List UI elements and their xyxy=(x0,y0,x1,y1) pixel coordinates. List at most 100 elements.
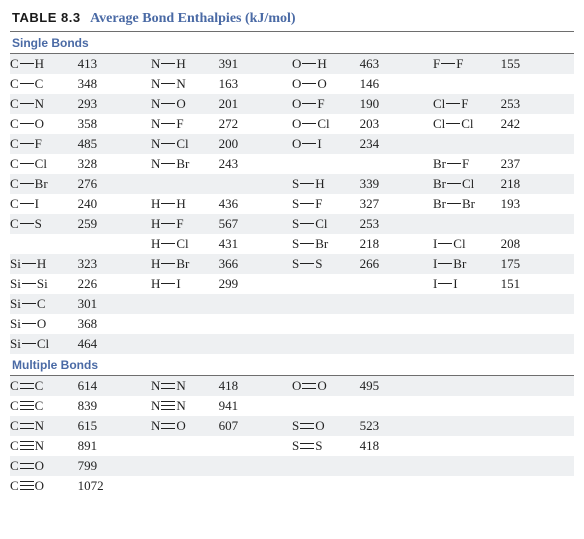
bond-value: 266 xyxy=(360,254,433,274)
bond-value: 201 xyxy=(219,94,292,114)
bond-label: NN xyxy=(151,396,219,416)
bond-value: 485 xyxy=(78,134,151,154)
single-bond-icon xyxy=(302,63,316,64)
bond-value xyxy=(501,334,574,354)
bond-value: 615 xyxy=(78,416,151,436)
data-grid: CC614NN418OO495CC839NN941CN615NO607SO523… xyxy=(10,376,574,496)
bond-label: CS xyxy=(10,214,78,234)
table-row: CN891SS418 xyxy=(10,436,574,456)
single-bond-icon xyxy=(20,163,34,164)
bond-label xyxy=(151,174,219,194)
bond-value xyxy=(501,314,574,334)
triple-bond-icon xyxy=(20,481,34,490)
bond-value: 293 xyxy=(78,94,151,114)
bond-value: 418 xyxy=(219,376,292,396)
bond-value: 203 xyxy=(360,114,433,134)
bond-label xyxy=(433,294,501,314)
bond-value: 301 xyxy=(78,294,151,314)
double-bond-icon xyxy=(20,383,34,389)
triple-bond-icon xyxy=(161,401,175,410)
bond-label: ICl xyxy=(433,234,501,254)
single-bond-icon xyxy=(22,303,36,304)
table-title: Average Bond Enthalpies (kJ/mol) xyxy=(90,11,295,26)
bond-label: SH xyxy=(292,174,360,194)
table-row: CO1072 xyxy=(10,476,574,496)
double-bond-icon xyxy=(300,443,314,449)
bond-value xyxy=(360,154,433,174)
table-row: CC348NN163OO146 xyxy=(10,74,574,94)
bond-label: SiSi xyxy=(10,274,78,294)
double-bond-icon xyxy=(20,423,34,429)
bond-value: 193 xyxy=(501,194,574,214)
double-bond-icon xyxy=(20,463,34,469)
bond-label: OO xyxy=(292,376,360,396)
bond-value: 463 xyxy=(360,54,433,74)
bond-label: HBr xyxy=(151,254,219,274)
single-bond-icon xyxy=(20,103,34,104)
bond-value: 358 xyxy=(78,114,151,134)
single-bond-icon xyxy=(22,263,36,264)
bond-label xyxy=(151,294,219,314)
single-bond-icon xyxy=(161,103,175,104)
single-bond-icon xyxy=(300,243,314,244)
bond-label xyxy=(292,274,360,294)
bond-label: CC xyxy=(10,376,78,396)
bond-value: 299 xyxy=(219,274,292,294)
single-bond-icon xyxy=(20,63,34,64)
bond-value: 208 xyxy=(501,234,574,254)
bond-label xyxy=(433,334,501,354)
data-grid: CH413NH391OH463FF155CC348NN163OO146CN293… xyxy=(10,54,574,354)
bond-value: 226 xyxy=(78,274,151,294)
section-header: Multiple Bonds xyxy=(10,354,574,376)
bond-value xyxy=(360,396,433,416)
bond-label xyxy=(433,376,501,396)
bond-value: 218 xyxy=(360,234,433,254)
bond-label xyxy=(433,396,501,416)
bond-value: 190 xyxy=(360,94,433,114)
bond-label: CC xyxy=(10,396,78,416)
bond-label: SBr xyxy=(292,234,360,254)
bond-value: 276 xyxy=(78,174,151,194)
bond-label: SS xyxy=(292,436,360,456)
bond-label: SiCl xyxy=(10,334,78,354)
bond-label xyxy=(151,314,219,334)
bond-value: 218 xyxy=(501,174,574,194)
single-bond-icon xyxy=(300,223,314,224)
bond-value xyxy=(360,476,433,496)
single-bond-icon xyxy=(446,123,460,124)
bond-value: 436 xyxy=(219,194,292,214)
bond-label: BrBr xyxy=(433,194,501,214)
bond-value: 327 xyxy=(360,194,433,214)
bond-label: NN xyxy=(151,376,219,396)
single-bond-icon xyxy=(22,323,36,324)
bond-value: 237 xyxy=(501,154,574,174)
single-bond-icon xyxy=(161,223,175,224)
bond-label xyxy=(433,314,501,334)
bond-label: NH xyxy=(151,54,219,74)
bond-value xyxy=(360,274,433,294)
bond-enthalpy-table: TABLE 8.3 Average Bond Enthalpies (kJ/mo… xyxy=(0,0,584,506)
bond-value: 1072 xyxy=(78,476,151,496)
bond-value xyxy=(219,436,292,456)
bond-value xyxy=(78,234,151,254)
single-bond-icon xyxy=(161,203,175,204)
bond-value xyxy=(501,396,574,416)
bond-value xyxy=(501,134,574,154)
bond-label xyxy=(433,436,501,456)
table-row: CO358NF272OCl203ClCl242 xyxy=(10,114,574,134)
bond-value xyxy=(219,294,292,314)
bond-label xyxy=(292,476,360,496)
bond-label: II xyxy=(433,274,501,294)
table-row: SiC301 xyxy=(10,294,574,314)
single-bond-icon xyxy=(22,343,36,344)
bond-label: NN xyxy=(151,74,219,94)
single-bond-icon xyxy=(302,123,316,124)
bond-value xyxy=(360,314,433,334)
single-bond-icon xyxy=(438,283,452,284)
table-row: CC839NN941 xyxy=(10,396,574,416)
bond-label xyxy=(292,154,360,174)
bond-label: SS xyxy=(292,254,360,274)
bond-label: CO xyxy=(10,476,78,496)
bond-label: CCl xyxy=(10,154,78,174)
single-bond-icon xyxy=(300,263,314,264)
